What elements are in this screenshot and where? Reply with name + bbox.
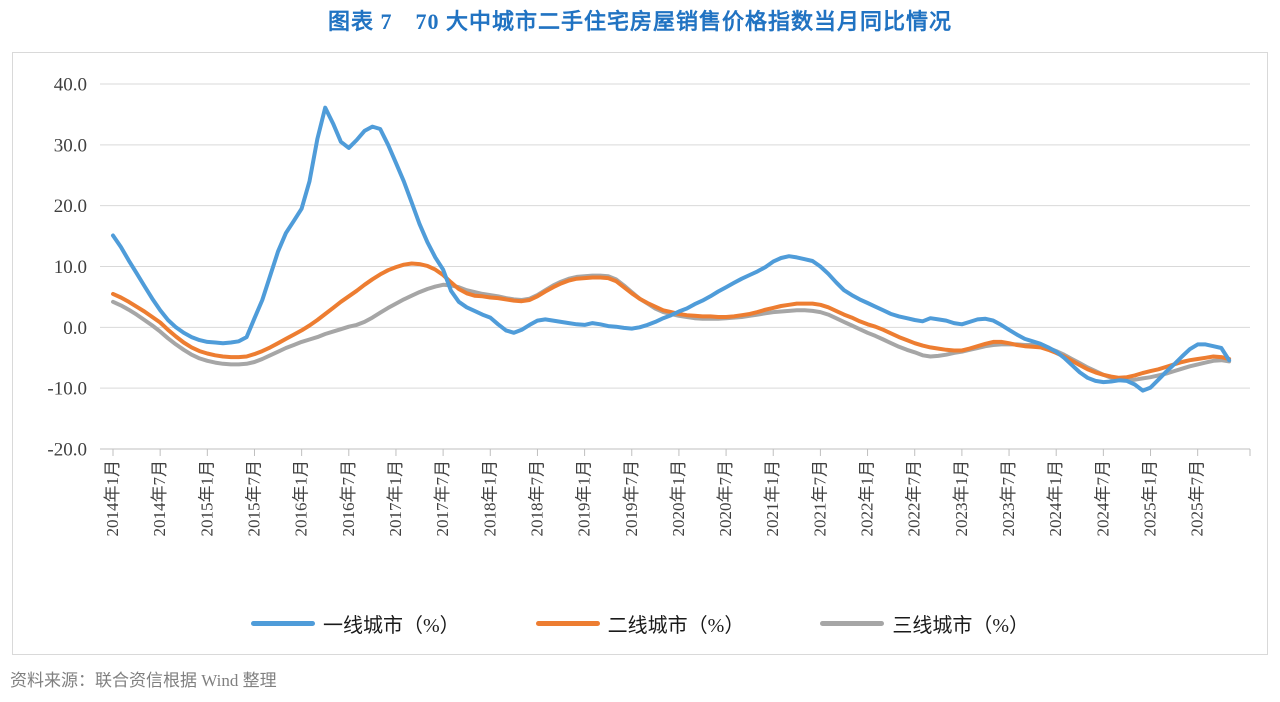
y-axis-tick-label: 40.0 [54,75,87,96]
line-chart: 40.0 30.0 20.0 10.0 0.0 -10.0 -20.0 2014年1月 2014… [47,75,1251,537]
series-line-1 [111,261,1232,380]
legend-item-second-tier: 二线城市（%） [535,609,745,638]
x-axis-tick-label: 2022年1月 [858,460,877,537]
source-note: 资料来源：联合资信根据 Wind 整理 [10,671,277,690]
legend-label-third-tier: 三线城市（%） [892,615,1029,637]
x-axis-tick-label: 2020年7月 [716,460,735,537]
legend-item-first-tier: 一线城市（%） [250,609,460,638]
x-axis-tick-label: 2024年1月 [1046,460,1065,537]
x-axis-tick-label: 2015年1月 [197,460,216,537]
x-axis-tick-label: 2014年7月 [150,460,169,537]
x-axis-tick-label: 2021年7月 [810,460,829,537]
x-axis-tick-label: 2024年7月 [1093,460,1112,537]
x-axis-tick-label: 2018年1月 [480,460,499,536]
chart-legend: 一线城市（%） 二线城市（%） 三线城市（%） [13,609,1267,638]
chart-frame: 40.0 30.0 20.0 10.0 0.0 -10.0 -20.0 2014年1月 2014… [12,52,1268,655]
x-axis-tick-label: 2016年7月 [339,460,358,537]
legend-line-swatch-first-tier [250,621,315,626]
x-axis-tick-label: 2018年7月 [527,460,546,537]
legend-line-swatch-second-tier [535,621,600,626]
legend-item-third-tier: 三线城市（%） [820,609,1029,638]
x-axis-tick-label: 2023年7月 [999,460,1018,537]
y-axis-tick-label: 10.0 [54,257,87,278]
x-axis-tick-label: 2025年1月 [1141,460,1160,537]
x-axis-tick-label: 2022年7月 [905,460,924,537]
x-axis-tick-label: 2019年1月 [575,460,594,537]
y-axis-tick-label: -20.0 [47,440,87,461]
legend-label-first-tier: 一线城市（%） [322,615,460,637]
legend-label-second-tier: 二线城市（%） [607,615,745,637]
x-axis-tick-label: 2017年7月 [433,460,452,537]
x-axis-tick-label: 2015年7月 [244,460,263,537]
x-axis-tick-label: 2023年1月 [952,460,971,537]
x-axis-tick-label: 2014年1月 [103,460,122,537]
x-axis-tick-label: 2019年7月 [622,460,641,537]
y-axis-tick-label: 20.0 [54,196,87,217]
series-line-0 [111,105,1232,393]
y-axis-tick-label: 30.0 [54,135,87,156]
chart-title: 图表 7 70 大中城市二手住宅房屋销售价格指数当月同比情况 [327,9,952,34]
x-axis-tick-label: 2020年1月 [669,460,688,537]
series-line-2 [111,273,1232,383]
x-axis-tick-label: 2025年7月 [1188,460,1207,537]
y-axis-tick-label: 0.0 [63,318,87,339]
legend-line-swatch-third-tier [820,621,885,626]
x-axis-tick-label: 2021年1月 [763,460,782,537]
x-axis-tick-label: 2016年1月 [292,460,311,537]
y-axis-tick-label: -10.0 [47,379,87,400]
x-axis-tick-label: 2017年1月 [386,460,405,537]
